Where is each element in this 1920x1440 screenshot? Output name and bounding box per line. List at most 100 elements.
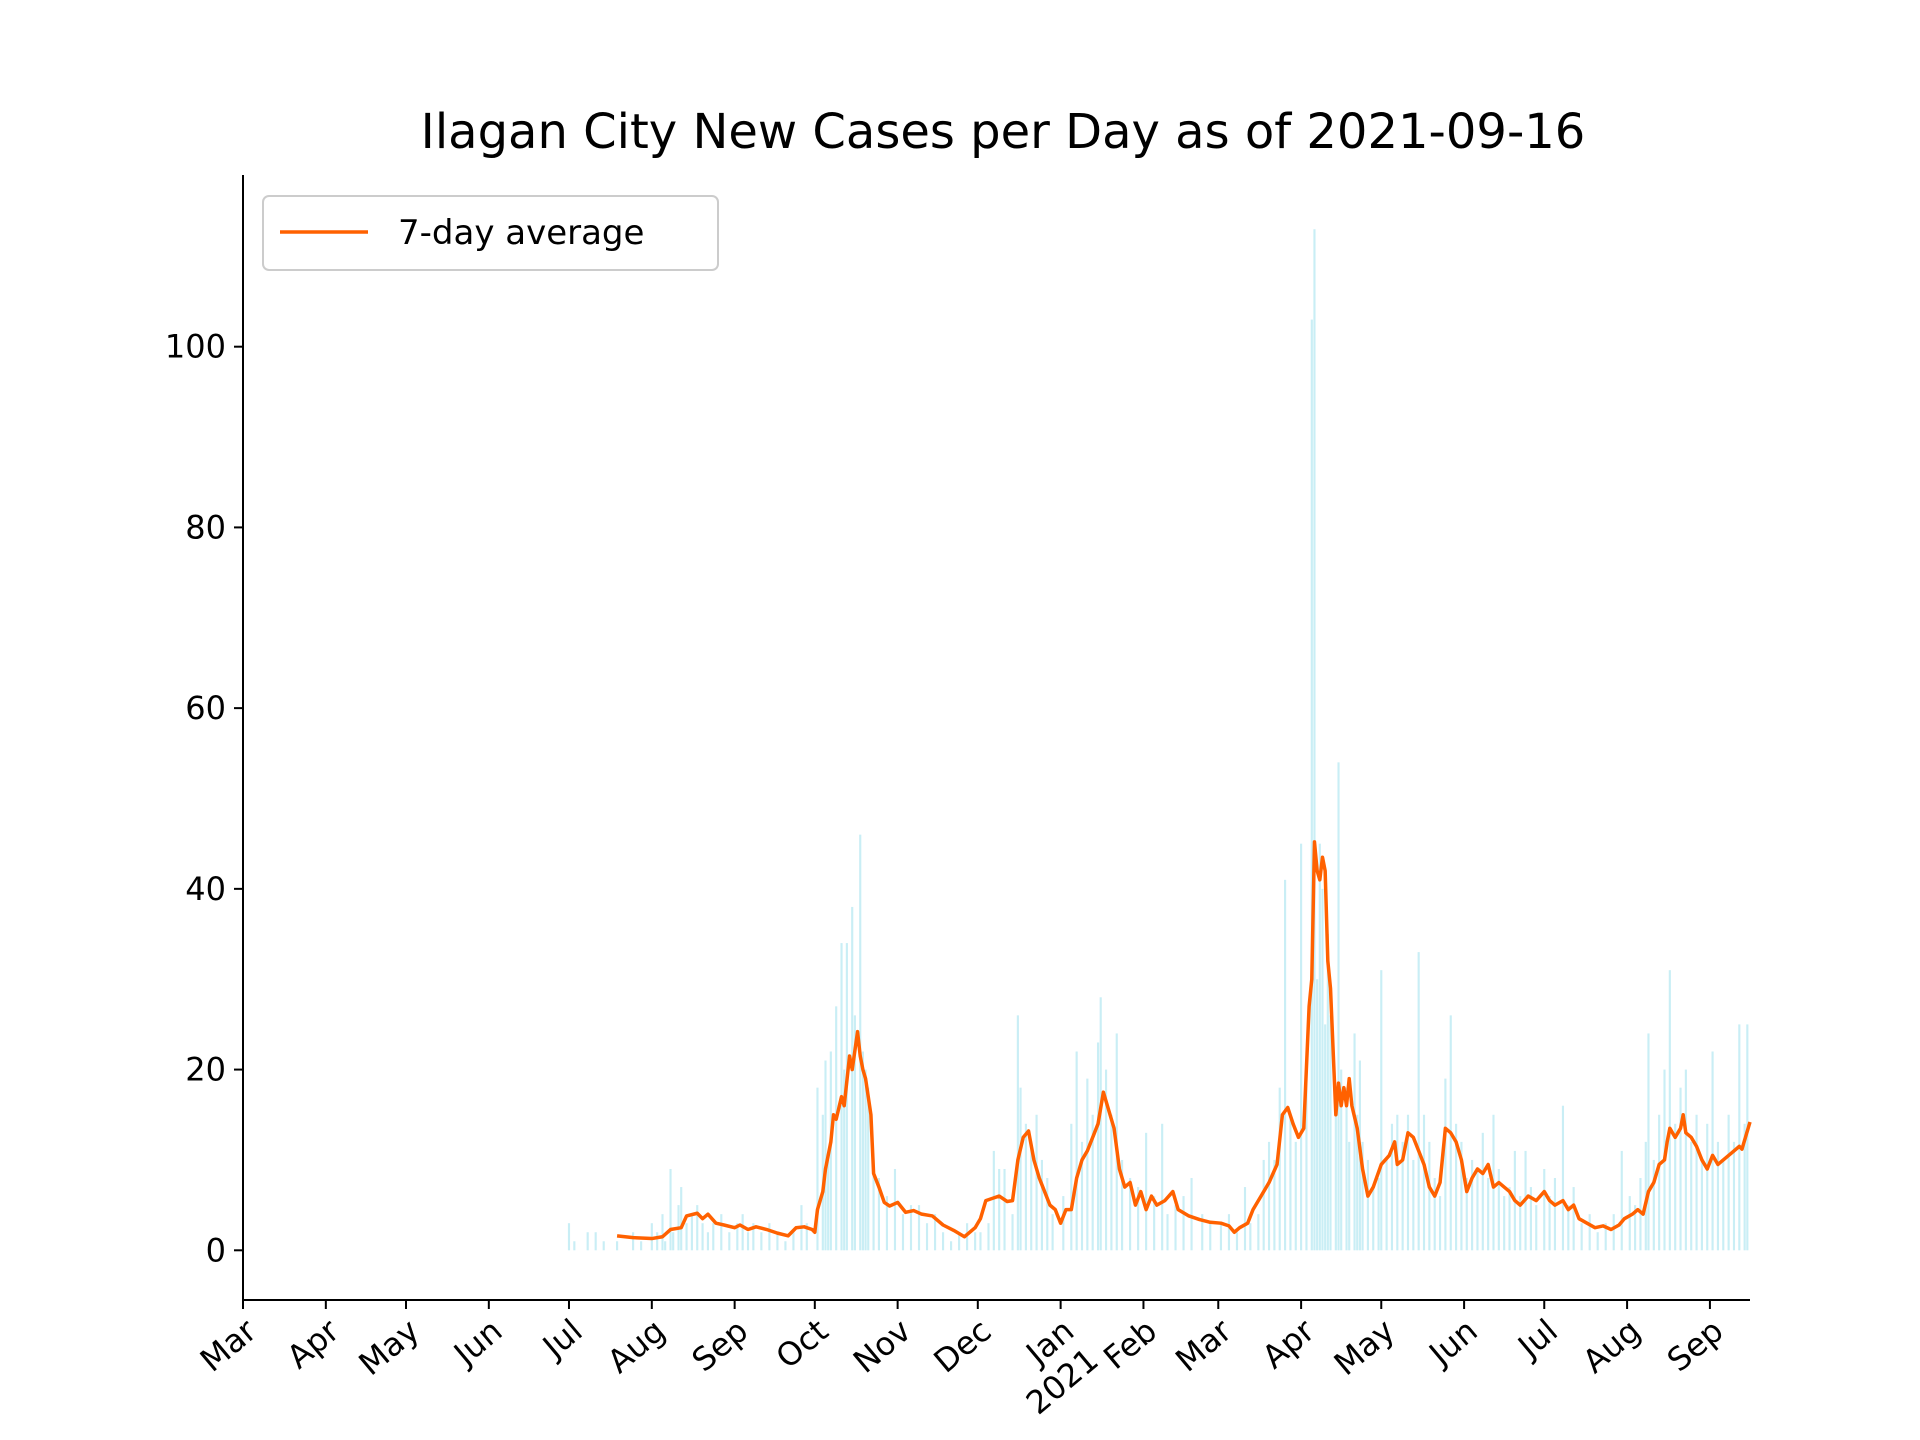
daily-case-bar — [979, 1232, 982, 1251]
daily-case-bar — [1519, 1196, 1522, 1251]
legend-label: 7-day average — [398, 213, 644, 253]
daily-case-bar — [843, 1069, 846, 1251]
daily-case-bar — [1310, 319, 1313, 1251]
daily-case-bar — [1465, 1178, 1468, 1251]
daily-case-bar — [1086, 1078, 1089, 1251]
daily-case-bar — [1596, 1232, 1599, 1251]
daily-case-bar — [1412, 1159, 1415, 1251]
daily-case-bar — [696, 1205, 699, 1251]
y-tick-label: 80 — [185, 508, 226, 546]
daily-case-bar — [1612, 1214, 1615, 1251]
daily-case-bar — [893, 1168, 897, 1251]
daily-case-bar — [864, 1069, 867, 1251]
x-tick-label: Nov — [846, 1311, 918, 1380]
x-tick-label-line: Aug — [1575, 1311, 1647, 1380]
daily-case-bar — [1732, 1141, 1736, 1251]
seven-day-average-layer — [616, 840, 1752, 1241]
daily-case-bar — [602, 1241, 605, 1251]
daily-case-bar — [1634, 1205, 1637, 1251]
daily-case-bar — [1396, 1114, 1399, 1251]
daily-case-bar — [1284, 879, 1287, 1251]
daily-case-bar — [784, 1241, 787, 1251]
daily-case-bar — [1345, 1087, 1348, 1251]
daily-case-bar — [760, 1232, 763, 1251]
x-tick-label: Jul — [534, 1311, 590, 1366]
x-tick-label: Aug — [1575, 1311, 1647, 1380]
daily-case-bar — [992, 1150, 995, 1251]
x-tick-label-line: Sep — [685, 1311, 756, 1379]
daily-case-bar — [741, 1214, 744, 1251]
daily-case-bar — [728, 1232, 731, 1251]
daily-case-bar — [567, 1223, 571, 1251]
daily-case-bar — [1080, 1141, 1084, 1251]
daily-case-bar — [1051, 1214, 1054, 1251]
daily-case-bar — [1385, 1159, 1388, 1251]
daily-case-bar — [1227, 1214, 1231, 1251]
daily-case-bar — [1668, 970, 1671, 1251]
daily-case-bar — [867, 1087, 870, 1251]
y-tick-label: 20 — [185, 1051, 226, 1089]
daily-case-bar — [1372, 1187, 1375, 1251]
x-tick-label-line: May — [351, 1311, 426, 1383]
daily-case-bar — [1706, 1123, 1709, 1251]
daily-case-bar — [736, 1223, 739, 1251]
daily-case-bar — [1145, 1132, 1148, 1251]
daily-case-bar — [1190, 1178, 1193, 1251]
daily-case-bar — [1316, 979, 1319, 1251]
daily-case-bar — [1460, 1141, 1463, 1251]
daily-case-bar — [1401, 1141, 1404, 1251]
daily-case-bar — [1433, 1178, 1436, 1251]
daily-case-bar — [1016, 1015, 1019, 1251]
daily-case-bar — [706, 1232, 709, 1251]
daily-case-bar — [1129, 1178, 1132, 1251]
daily-case-bar — [1003, 1168, 1006, 1251]
daily-case-bar — [1561, 1105, 1565, 1251]
daily-case-bar — [1727, 1114, 1730, 1251]
daily-case-bar — [1326, 934, 1329, 1251]
daily-case-bar — [1104, 1069, 1108, 1251]
x-tick-label-line: Dec — [927, 1311, 999, 1380]
daily-case-bar — [1096, 1042, 1100, 1251]
x-tick-label: Apr — [280, 1311, 347, 1376]
x-tick-label-line: Oct — [769, 1311, 836, 1376]
daily-case-bar — [1444, 1078, 1447, 1251]
daily-case-bar — [1503, 1196, 1506, 1251]
daily-case-bar — [1329, 1015, 1332, 1251]
daily-case-bar — [1153, 1196, 1156, 1251]
daily-case-bar — [1711, 1051, 1714, 1251]
daily-case-bar — [1497, 1168, 1500, 1251]
daily-case-bar — [851, 906, 854, 1251]
daily-case-bar — [685, 1223, 688, 1251]
daily-case-bar — [1647, 1033, 1650, 1251]
daily-case-bar — [1535, 1205, 1538, 1251]
daily-case-bar — [1548, 1196, 1551, 1251]
daily-case-bar — [1182, 1196, 1185, 1251]
daily-case-bar — [690, 1214, 693, 1251]
daily-case-bar — [1161, 1123, 1164, 1251]
daily-case-bar — [1289, 1114, 1292, 1251]
daily-case-bar — [1121, 1159, 1124, 1251]
x-tick-label: May — [1327, 1311, 1402, 1383]
daily-case-bar — [987, 1223, 990, 1251]
daily-case-bar — [1567, 1205, 1570, 1251]
daily-case-bar — [1019, 1087, 1022, 1251]
daily-case-bar — [1075, 1051, 1078, 1251]
daily-case-bar — [664, 1241, 667, 1251]
daily-case-bar — [1305, 1069, 1308, 1251]
daily-case-bar — [1679, 1087, 1682, 1251]
x-tick-label: Feb — [1096, 1311, 1164, 1377]
x-tick-label: Mar — [1168, 1311, 1239, 1379]
daily-case-bar — [661, 1214, 664, 1251]
x-tick-label-line: Feb — [1096, 1311, 1164, 1377]
daily-case-bar — [1366, 1159, 1369, 1251]
daily-case-bar — [1553, 1178, 1557, 1251]
x-tick-label-line: Jul — [534, 1311, 590, 1366]
daily-case-bar — [1508, 1187, 1511, 1251]
daily-case-bar — [1529, 1187, 1532, 1251]
daily-case-bar — [1249, 1223, 1252, 1251]
legend: 7-day average — [262, 195, 719, 271]
daily-case-bar — [1030, 1141, 1033, 1251]
daily-case-bar — [1035, 1114, 1038, 1251]
daily-case-bar — [1201, 1214, 1204, 1251]
daily-case-bar — [872, 1159, 875, 1251]
